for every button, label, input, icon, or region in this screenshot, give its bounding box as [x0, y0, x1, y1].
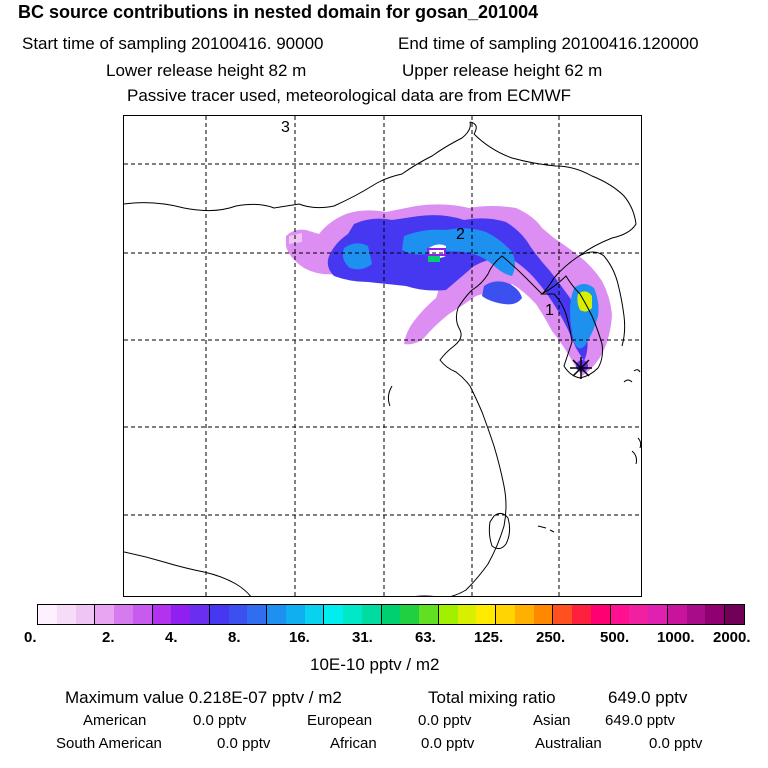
colorbar-cell: [476, 605, 496, 624]
colorbar-cell: [152, 605, 172, 624]
map-canvas: [124, 116, 641, 596]
colorbar-tick: 31.: [352, 629, 373, 646]
region-name: Australian: [535, 735, 602, 752]
colorbar-tick: 1000.: [657, 629, 695, 646]
colorbar-cell: [267, 605, 286, 624]
colorbar-cell: [533, 605, 554, 624]
total-mixing-value: 649.0 pptv: [608, 688, 688, 707]
region-value: 0.0 pptv: [217, 735, 271, 752]
colorbar-cell: [343, 605, 362, 624]
colorbar-tick: 125.: [474, 629, 504, 646]
colorbar-tick: 16.: [289, 629, 310, 646]
colorbar-cell: [324, 605, 343, 624]
region-name: African: [330, 735, 377, 752]
colorbar-cell: [114, 605, 133, 624]
map-label-1: 1: [545, 302, 554, 319]
colorbar-cell: [667, 605, 687, 624]
colorbar-cell: [56, 605, 76, 624]
region-value: 0.0 pptv: [193, 712, 247, 729]
map-label-2: 2: [456, 226, 465, 243]
plume-field: [286, 204, 612, 376]
end-time-label: End time of sampling 20100416.120000: [398, 34, 699, 53]
colorbar-tick: 2.: [102, 629, 115, 646]
colorbar-cell: [725, 605, 744, 624]
region-value: 0.0 pptv: [421, 735, 475, 752]
colorbar-cell: [457, 605, 477, 624]
colorbar-cell: [572, 605, 591, 624]
colorbar-tick: 0.: [24, 629, 37, 646]
colorbar-cell: [209, 605, 229, 624]
colorbar-tick: 63.: [415, 629, 436, 646]
colorbar-tick: 250.: [536, 629, 566, 646]
colorbar: [37, 604, 745, 625]
colorbar-cell: [686, 605, 706, 624]
colorbar-cell: [228, 605, 248, 624]
colorbar-cell: [438, 605, 458, 624]
colorbar-cell: [38, 605, 57, 624]
colorbar-tick: 8.: [228, 629, 241, 646]
start-time-label: Start time of sampling 20100416. 90000: [22, 34, 324, 53]
colorbar-cell: [285, 605, 305, 624]
coastlines: [124, 121, 641, 596]
region-name: South American: [56, 735, 162, 752]
colorbar-cell: [95, 605, 114, 624]
region-name: Asian: [533, 712, 571, 729]
page-title: BC source contributions in nested domain…: [18, 2, 539, 22]
colorbar-cell: [629, 605, 648, 624]
lower-release-label: Lower release height 82 m: [106, 61, 307, 80]
colorbar-cell: [610, 605, 630, 624]
lat-lon-grid: [124, 116, 641, 596]
colorbar-cell: [171, 605, 190, 624]
colorbar-cell: [247, 605, 267, 624]
colorbar-cell: [705, 605, 725, 624]
region-value: 0.0 pptv: [649, 735, 703, 752]
colorbar-tick: 4.: [165, 629, 178, 646]
colorbar-unit: 10E-10 pptv / m2: [310, 655, 440, 674]
total-mixing-label: Total mixing ratio: [428, 688, 556, 707]
region-value: 649.0 pptv: [605, 712, 676, 729]
colorbar-cell: [132, 605, 153, 624]
map-panel: 3 2 1: [123, 115, 642, 597]
colorbar-cell: [304, 605, 325, 624]
region-value: 0.0 pptv: [418, 712, 472, 729]
colorbar-cell: [400, 605, 419, 624]
colorbar-cell: [648, 605, 668, 624]
upper-release-label: Upper release height 62 m: [402, 61, 603, 80]
region-name: American: [83, 712, 147, 729]
colorbar-cell: [590, 605, 611, 624]
maximum-value: Maximum value 0.218E-07 pptv / m2: [65, 688, 342, 707]
receptor-star-marker: [570, 357, 592, 379]
colorbar-cell: [496, 605, 515, 624]
colorbar-tick: 500.: [600, 629, 630, 646]
map-label-3: 3: [281, 119, 290, 136]
colorbar-cell: [381, 605, 401, 624]
colorbar-tick: 2000.: [713, 629, 751, 646]
colorbar-cell: [75, 605, 96, 624]
colorbar-cell: [419, 605, 439, 624]
colorbar-cell: [553, 605, 572, 624]
tracer-note: Passive tracer used, meteorological data…: [127, 86, 572, 105]
region-name: European: [307, 712, 373, 729]
colorbar-cell: [514, 605, 534, 624]
colorbar-cell: [190, 605, 210, 624]
colorbar-cell: [361, 605, 382, 624]
